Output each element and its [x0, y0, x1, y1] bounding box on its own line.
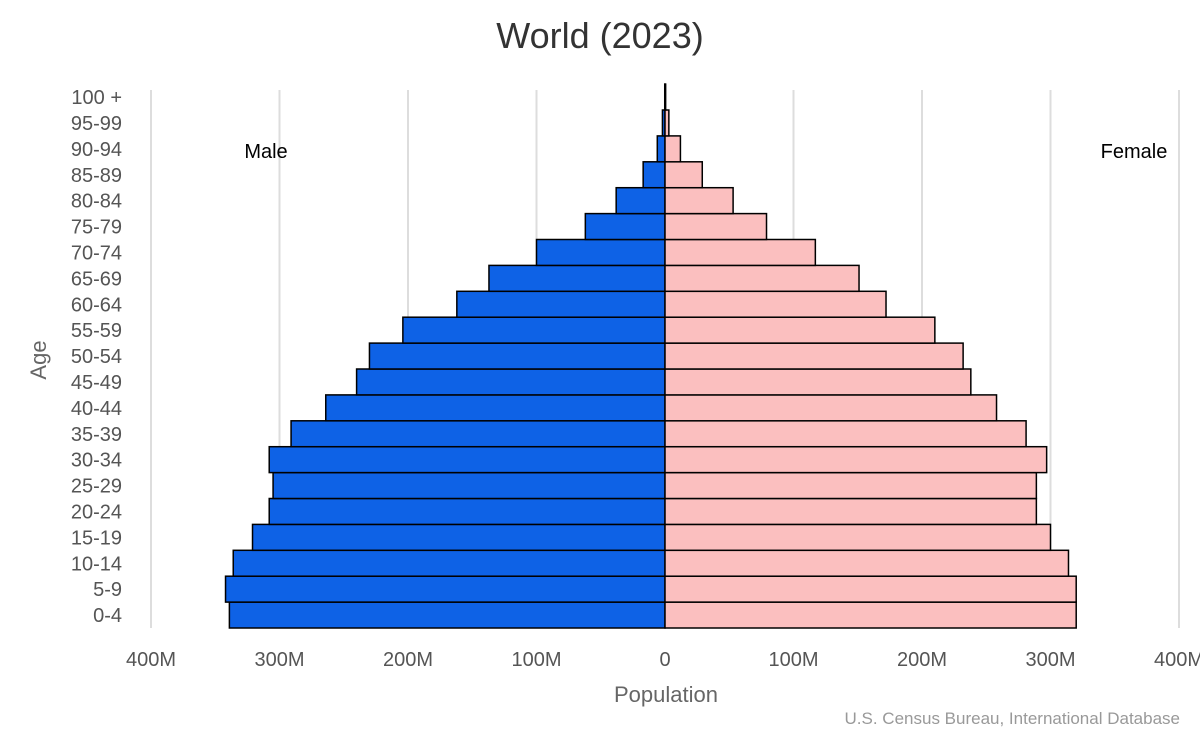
male-bar — [251, 523, 666, 552]
male-bar — [272, 471, 666, 500]
x-tick-label: 300M — [1025, 649, 1075, 671]
age-group-label: 25-29 — [71, 476, 122, 498]
y-axis-title: Age — [26, 340, 51, 379]
x-tick-label: 400M — [126, 649, 176, 671]
female-bar — [664, 186, 734, 215]
x-tick-label: 100M — [511, 649, 561, 671]
male-bar — [268, 445, 666, 474]
age-group-label: 100 + — [71, 87, 122, 109]
male-bar — [268, 497, 666, 526]
male-bar — [355, 368, 666, 396]
male-bar — [325, 394, 666, 422]
female-bar — [664, 135, 682, 163]
age-group-label: 15-19 — [71, 527, 122, 549]
female-bar — [664, 471, 1038, 500]
female-bar — [664, 420, 1027, 448]
age-group-label: 60-64 — [71, 294, 122, 316]
x-axis-title: Population — [614, 682, 718, 707]
legend-male-label: Male — [244, 141, 287, 163]
age-group-label: 80-84 — [71, 191, 122, 213]
male-bar — [368, 342, 666, 370]
male-bar — [642, 161, 666, 189]
female-bar — [664, 342, 964, 370]
age-group-label: 70-74 — [71, 242, 122, 264]
x-tick-label: 300M — [254, 649, 304, 671]
age-group-label: 20-24 — [71, 501, 122, 523]
legend-female-label: Female — [1101, 141, 1168, 163]
female-bar — [664, 316, 936, 344]
male-bar — [402, 316, 666, 344]
female-bar — [664, 523, 1052, 552]
x-tick-label: 200M — [383, 649, 433, 671]
x-tick-label: 0 — [659, 649, 670, 671]
male-bar — [232, 549, 666, 577]
x-tick-labels: 400M 300M 200M 100M 0 100M 200M 300M 400M — [126, 649, 1200, 671]
female-bar — [664, 394, 998, 422]
female-bar — [664, 445, 1048, 474]
age-labels: 0-4 5-9 10-14 15-19 20-24 25-29 30-34 35-39 40-4… — [71, 87, 122, 627]
female-bar — [664, 601, 1077, 629]
male-bar — [615, 186, 666, 215]
age-group-label: 30-34 — [71, 450, 122, 472]
male-bar — [224, 575, 666, 603]
male-bar — [656, 135, 666, 163]
source-note: U.S. Census Bureau, International Databa… — [845, 709, 1180, 728]
female-bar — [664, 238, 817, 267]
age-group-label: 55-59 — [71, 320, 122, 342]
female-bar — [664, 212, 768, 241]
age-group-label: 75-79 — [71, 217, 122, 239]
male-bar — [456, 290, 666, 318]
age-group-label: 90-94 — [71, 139, 122, 161]
age-group-label: 5-9 — [93, 579, 122, 601]
female-bar — [664, 575, 1077, 603]
bars — [224, 83, 1077, 629]
chart-title: World (2023) — [496, 15, 703, 56]
female-bar — [664, 290, 887, 318]
age-group-label: 95-99 — [71, 113, 122, 135]
female-bar — [664, 109, 670, 137]
male-bar — [488, 264, 666, 293]
x-tick-label: 400M — [1154, 649, 1200, 671]
male-bar — [228, 601, 666, 629]
male-bar — [584, 212, 666, 241]
x-tick-label: 100M — [768, 649, 818, 671]
age-group-label: 0-4 — [93, 605, 122, 627]
x-tick-label: 200M — [897, 649, 947, 671]
female-bar — [664, 368, 972, 396]
female-bar — [664, 161, 704, 189]
age-group-label: 45-49 — [71, 372, 122, 394]
male-bar — [535, 238, 666, 267]
female-bar — [664, 83, 667, 111]
age-group-label: 35-39 — [71, 424, 122, 446]
female-bar — [664, 264, 860, 293]
male-bar — [290, 420, 666, 448]
female-bar — [664, 549, 1070, 577]
age-group-label: 85-89 — [71, 165, 122, 187]
age-group-label: 50-54 — [71, 346, 122, 368]
age-group-label: 40-44 — [71, 398, 122, 420]
female-bar — [664, 497, 1038, 526]
age-group-label: 65-69 — [71, 268, 122, 290]
age-group-label: 10-14 — [71, 553, 122, 575]
